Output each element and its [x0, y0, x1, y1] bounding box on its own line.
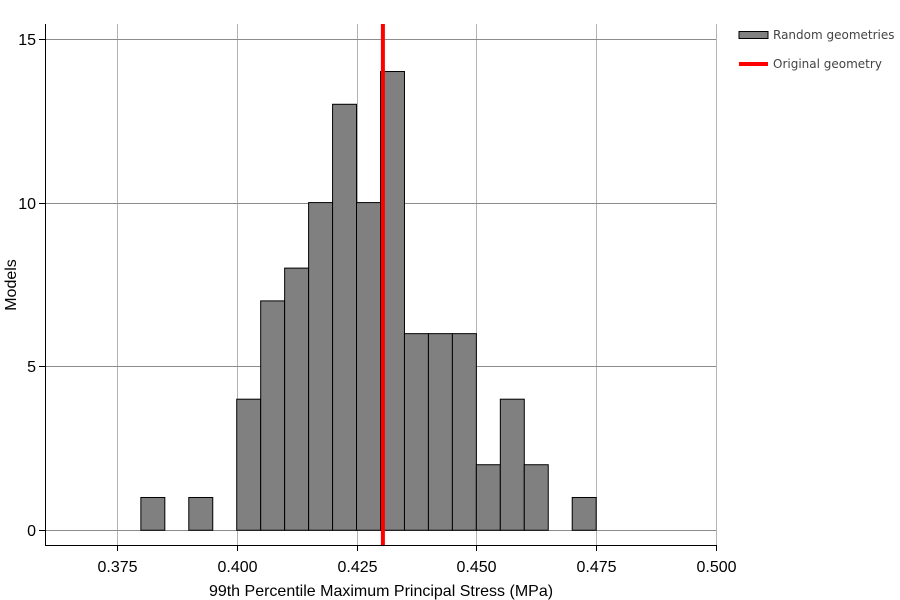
histogram-bar[interactable]: [140, 496, 166, 531]
histogram-bar[interactable]: [451, 333, 477, 531]
x-tick-label: 0.375: [97, 559, 137, 576]
histogram-bar[interactable]: [284, 267, 310, 531]
histogram-bar[interactable]: [260, 300, 286, 531]
tick-marks-and-labels: 0.375 0.400 0.425 0.450 0.475 0.500 0 5 10 15: [18, 32, 736, 576]
histogram-bar[interactable]: [188, 496, 214, 531]
histogram-bar[interactable]: [236, 398, 262, 531]
x-axis-title: 99th Percentile Maximum Principal Stress…: [209, 583, 553, 600]
y-tick-label: 15: [18, 32, 36, 49]
x-tick-label: 0.400: [217, 559, 257, 576]
histogram-bar[interactable]: [356, 202, 381, 531]
histogram-bar[interactable]: [427, 333, 453, 531]
histogram-bars: [140, 71, 597, 531]
x-tick-label: 0.500: [696, 559, 736, 576]
x-tick-label: 0.475: [576, 559, 616, 576]
x-tick-label: 0.450: [456, 559, 496, 576]
histogram-bar[interactable]: [332, 103, 358, 531]
y-tick-label: 10: [18, 196, 36, 213]
y-axis-title: Models: [3, 259, 20, 311]
histogram-bar[interactable]: [308, 202, 334, 531]
legend: Random geometries Original geometry: [738, 28, 895, 71]
histogram-bar[interactable]: [403, 333, 429, 531]
legend-entry-random[interactable]: Random geometries: [738, 28, 895, 42]
legend-swatch-random: [738, 31, 769, 39]
y-tick-label: 0: [27, 523, 36, 540]
histogram-bar[interactable]: [380, 71, 405, 531]
x-tick-label: 0.425: [337, 559, 377, 576]
legend-label-random: Random geometries: [773, 28, 895, 42]
histogram-bar[interactable]: [523, 464, 549, 531]
axes: [45, 24, 716, 546]
y-tick-label: 5: [27, 359, 36, 376]
histogram-bar[interactable]: [571, 496, 597, 531]
histogram-bar[interactable]: [475, 464, 501, 531]
legend-label-original: Original geometry: [773, 57, 882, 71]
histogram-bar[interactable]: [499, 398, 525, 531]
legend-entry-original[interactable]: Original geometry: [739, 57, 882, 71]
